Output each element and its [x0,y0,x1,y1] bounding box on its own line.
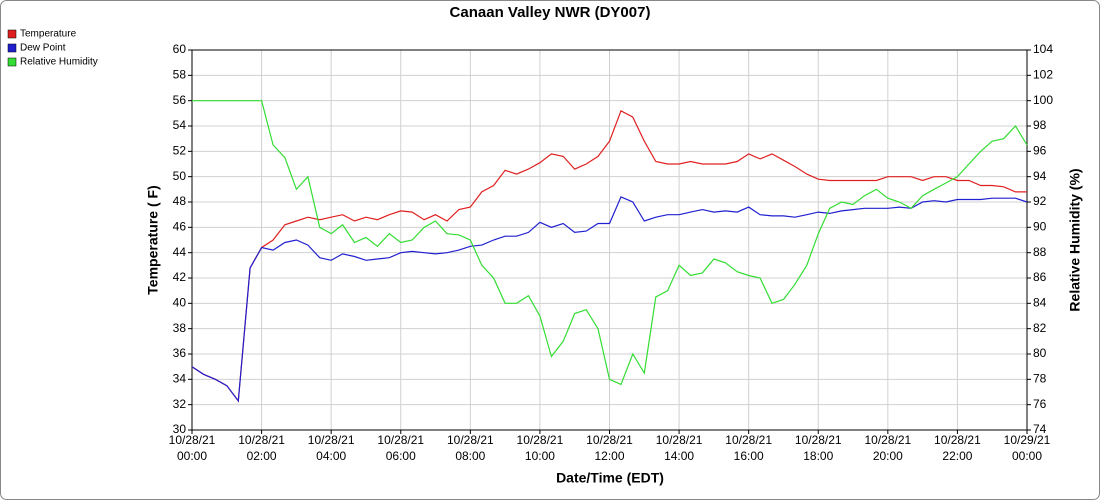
x-tick-label: 10/29/21 00:00 [1004,433,1051,463]
y-tick-label: 50 [173,169,187,183]
legend-swatch [7,57,17,67]
legend-swatch [7,29,17,39]
y-tick-label: 40 [173,296,187,310]
y-tick-label: 38 [173,321,187,335]
y2-tick-label: 98 [1033,118,1047,132]
y2-tick-label: 94 [1033,169,1047,183]
y2-tick-label: 84 [1033,296,1047,310]
y-tick-label: 60 [173,42,187,56]
y-tick-label: 34 [173,372,187,386]
x-tick-label: 10/28/21 22:00 [934,433,981,463]
y-tick-label: 56 [173,93,187,107]
y2-tick-label: 86 [1033,270,1047,284]
x-tick-label: 10/28/21 18:00 [795,433,842,463]
y2-tick-label: 88 [1033,245,1047,259]
y2-tick-label: 100 [1033,93,1053,107]
y2-tick-label: 74 [1033,422,1047,436]
line-series [192,100,1028,386]
y2-tick-label: 80 [1033,346,1047,360]
x-tick-label: 10/28/21 12:00 [586,433,633,463]
y-tick-label: 30 [173,422,187,436]
plot-border [191,49,1028,431]
x-tick-label: 10/28/21 02:00 [238,433,285,463]
legend-swatch [7,43,17,53]
y-tick-label: 32 [173,397,187,411]
x-tick-label: 10/28/21 06:00 [377,433,424,463]
y2-tick-label: 78 [1033,372,1047,386]
y-tick-label: 54 [173,118,187,132]
x-axis-label: Date/Time (EDT) [556,470,664,486]
chart-title: Canaan Valley NWR (DY007) [450,4,651,21]
x-tick-label: 10/28/21 10:00 [517,433,564,463]
y-tick-label: 58 [173,68,187,82]
line-series [191,109,1027,403]
y-tick-label: 36 [173,346,187,360]
y2-tick-label: 96 [1033,144,1047,158]
y2-tick-label: 82 [1033,321,1047,335]
x-tick-label: 10/28/21 20:00 [864,433,911,463]
y2-axis-label: Relative Humidity (%) [1067,168,1083,311]
line-series [191,196,1028,403]
y-tick-label: 46 [173,220,187,234]
y-tick-label: 44 [173,245,187,259]
y-tick-label: 52 [173,144,187,158]
y2-tick-label: 102 [1033,68,1053,82]
x-tick-label: 10/28/21 00:00 [169,433,216,463]
x-tick-label: 10/28/21 14:00 [656,433,703,463]
y-tick-label: 42 [173,270,187,284]
legend-label: Dew Point [20,43,66,54]
y2-tick-label: 104 [1033,42,1053,56]
y2-tick-label: 76 [1033,397,1047,411]
x-tick-label: 10/28/21 08:00 [447,433,494,463]
y-axis-label: Temperature ( F) [145,185,161,294]
legend-label: Temperature [20,29,77,40]
x-tick-label: 10/28/21 16:00 [725,433,772,463]
y2-tick-label: 92 [1033,194,1047,208]
y-tick-label: 48 [173,194,187,208]
y2-tick-label: 90 [1033,220,1047,234]
legend-label: Relative Humidity [20,57,98,68]
x-tick-label: 10/28/21 04:00 [308,433,355,463]
